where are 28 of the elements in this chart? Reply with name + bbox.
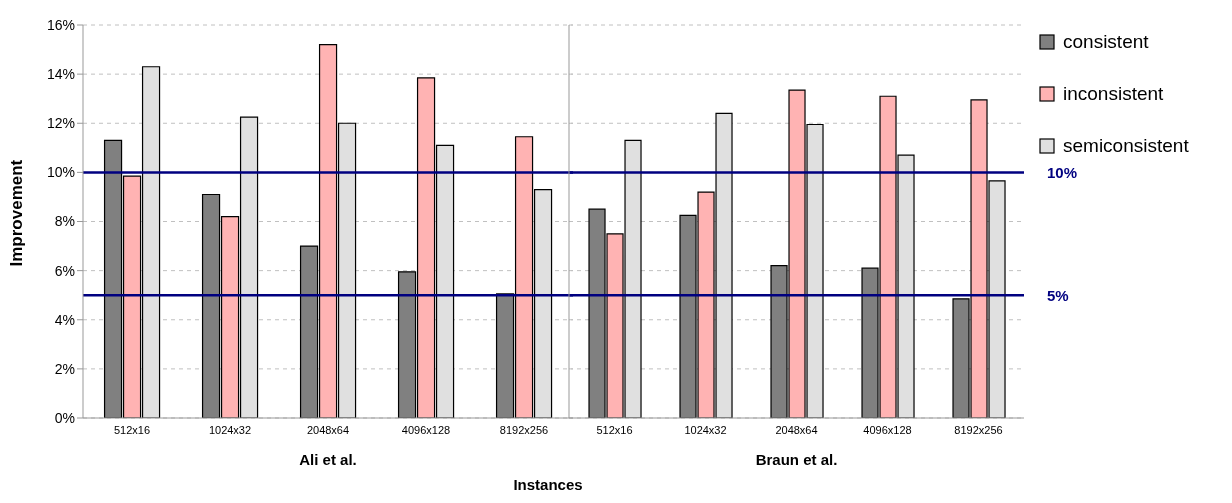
y-tick-label: 6%	[54, 262, 75, 279]
x-tick-label: 512x16	[113, 423, 151, 436]
y-axis-title: Improvement	[7, 159, 27, 267]
y-tick-label: 12%	[46, 115, 75, 132]
x-tick-label: 4096x128	[863, 423, 912, 436]
x-tick-label: 8192x256	[499, 423, 549, 436]
legend-label: semiconsistent	[1063, 135, 1189, 157]
x-tick-label: 2048x64	[775, 423, 818, 436]
x-axis-title: Braun et al.	[755, 451, 838, 468]
text: Instances	[512, 476, 584, 493]
y-tick-label: 0%	[54, 409, 75, 426]
y-tick-label: 10%	[46, 164, 75, 181]
y-tick-label: 2%	[54, 360, 75, 377]
x-tick-label: 2048x64	[306, 423, 350, 436]
legend-label: consistent	[1063, 31, 1149, 53]
legend-label: inconsistent	[1063, 83, 1164, 105]
x-axis-title: Ali et al.	[299, 451, 357, 468]
y-tick-label: 14%	[46, 66, 75, 83]
x-tick-label: 8192x256	[954, 423, 1003, 436]
x-tick-label: 1024x32	[208, 423, 252, 436]
ref-line-label: 5%	[1047, 286, 1069, 304]
x-tick-label: 512x16	[596, 423, 633, 436]
x-tick-label: 1024x32	[684, 423, 727, 436]
y-tick-label: 8%	[54, 213, 75, 230]
ref-line-label: 10%	[1047, 163, 1078, 181]
x-tick-label: 4096x128	[401, 423, 451, 436]
y-tick-label: 4%	[54, 311, 75, 328]
y-tick-label: 16%	[46, 16, 75, 33]
